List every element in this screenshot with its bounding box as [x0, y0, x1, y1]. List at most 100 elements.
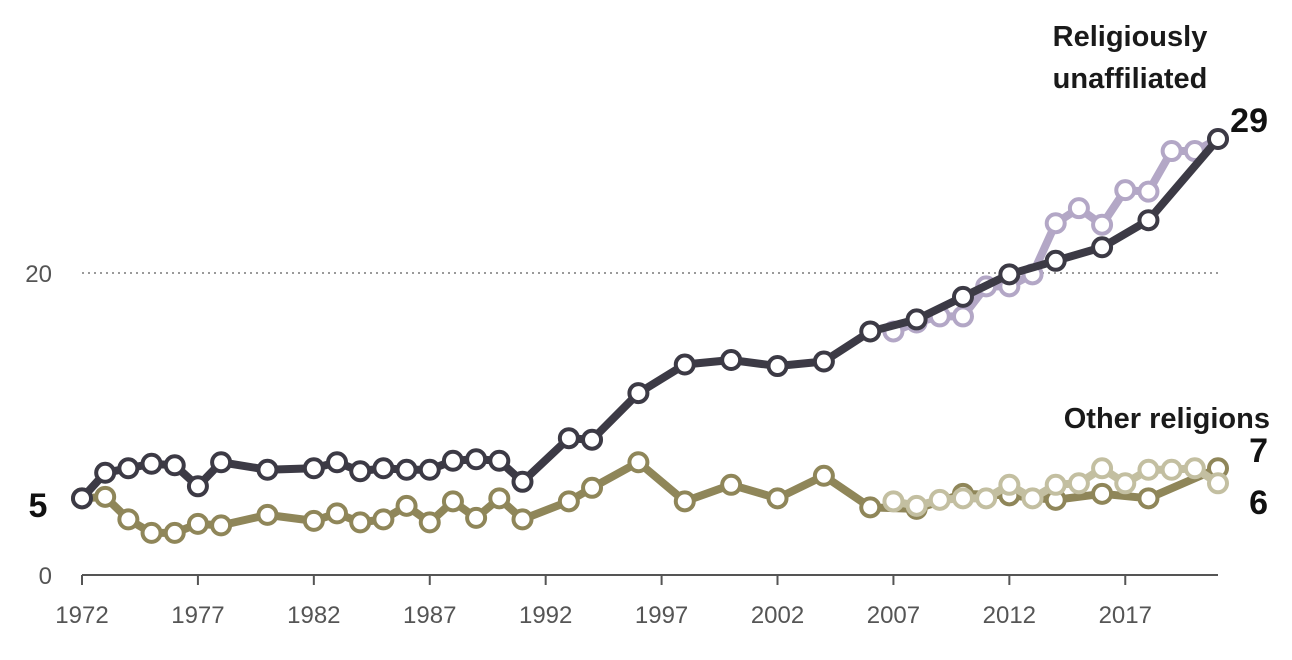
point-other_alt-2008: [905, 494, 928, 517]
point-unaffiliated_alt-2019: [1160, 140, 1183, 163]
point-other-2018: [1137, 487, 1160, 510]
point-other-1973: [94, 485, 117, 508]
y-tick-20: 20: [25, 261, 52, 288]
point-unaffiliated-1984: [349, 460, 372, 483]
x-tick-2017: 2017: [1099, 602, 1152, 629]
point-unaffiliated_alt-2015: [1067, 197, 1090, 220]
point-other_alt-2015: [1067, 472, 1090, 495]
point-other-1982: [302, 509, 325, 532]
point-other_alt-2020: [1183, 457, 1206, 480]
x-tick-1987: 1987: [403, 602, 456, 629]
point-unaffiliated-1998: [673, 353, 696, 376]
point-other-1984: [349, 511, 372, 534]
x-tick-1972: 1972: [55, 602, 108, 629]
point-other_alt-2014: [1044, 473, 1067, 496]
point-other_alt-2009: [928, 488, 951, 511]
point-other_alt-2019: [1160, 458, 1183, 481]
point-unaffiliated-1972: [71, 487, 93, 510]
point-other-2016: [1091, 482, 1114, 505]
point-unaffiliated-2016: [1091, 236, 1114, 259]
x-tick-2002: 2002: [751, 602, 804, 629]
point-unaffiliated-2014: [1044, 249, 1067, 272]
point-unaffiliated-2012: [998, 263, 1021, 286]
point-unaffiliated-1982: [302, 457, 325, 480]
point-other_alt-2010: [951, 487, 974, 510]
point-other-1985: [372, 508, 395, 531]
point-unaffiliated-1991: [511, 470, 534, 493]
label-religiously: Religiously: [1053, 21, 1208, 53]
point-other-2000: [720, 473, 743, 496]
point-other-2002: [766, 487, 789, 510]
series-layer: [71, 128, 1229, 544]
point-unaffiliated-1973: [94, 461, 117, 484]
end-value-other-7: 7: [1249, 432, 1268, 470]
point-other-1977: [186, 512, 209, 535]
point-unaffiliated-1985: [372, 457, 395, 480]
point-other-1998: [673, 490, 696, 513]
point-other-2006: [859, 496, 882, 519]
point-unaffiliated-1980: [256, 458, 279, 481]
y-axis-ticks: 20 0: [25, 261, 52, 590]
grid: [82, 272, 1218, 576]
point-unaffiliated-1976: [163, 454, 186, 477]
series-unaffiliated: [71, 128, 1229, 510]
point-other_alt-2011: [975, 487, 998, 510]
point-unaffiliated-2021: [1207, 128, 1229, 151]
series-labels: Religiously unaffiliated Other religions…: [29, 21, 1270, 525]
point-unaffiliated-2004: [812, 350, 835, 373]
x-tick-2012: 2012: [983, 602, 1036, 629]
point-unaffiliated-1975: [140, 452, 163, 475]
x-axis-ticks: 1972 1977 1982 1987 1992 1997 2002 2007 2012 2017: [55, 575, 1152, 629]
point-other_alt-2018: [1137, 458, 1160, 481]
point-unaffiliated-1993: [557, 427, 580, 450]
point-other-1993: [557, 490, 580, 513]
point-unaffiliated_alt-2017: [1114, 179, 1137, 202]
point-unaffiliated-1986: [395, 458, 418, 481]
point-unaffiliated-1994: [581, 428, 604, 451]
label-other-religions: Other religions: [1064, 403, 1270, 435]
point-other-2004: [812, 464, 835, 487]
x-tick-1997: 1997: [635, 602, 688, 629]
point-unaffiliated-2000: [720, 349, 743, 372]
point-other-1976: [163, 521, 186, 544]
point-other_alt-2013: [1021, 487, 1044, 510]
point-unaffiliated_alt-2018: [1137, 180, 1160, 203]
point-unaffiliated-2006: [859, 320, 882, 343]
point-other_alt-2021: [1207, 472, 1229, 495]
point-other_alt-2017: [1114, 472, 1137, 495]
point-other-1996: [627, 451, 650, 474]
point-unaffiliated-1996: [627, 382, 650, 405]
x-tick-1992: 1992: [519, 602, 572, 629]
point-other-1978: [210, 514, 233, 537]
point-other-1991: [511, 508, 534, 531]
point-unaffiliated-2002: [766, 355, 789, 378]
series-other_alt: [882, 457, 1229, 517]
point-other-1974: [117, 508, 140, 531]
point-unaffiliated-1987: [418, 458, 441, 481]
point-unaffiliated_alt-2010: [951, 305, 974, 328]
point-other-1987: [418, 511, 441, 534]
end-value-unaffiliated: 29: [1230, 102, 1268, 140]
point-other-1990: [488, 487, 511, 510]
point-unaffiliated-1977: [186, 475, 209, 498]
x-tick-1977: 1977: [171, 602, 224, 629]
x-tick-2007: 2007: [867, 602, 920, 629]
point-other-1989: [465, 506, 488, 529]
point-other_alt-2007: [882, 490, 905, 513]
point-unaffiliated-1978: [210, 451, 233, 474]
point-other-1980: [256, 503, 279, 526]
point-unaffiliated-2008: [905, 308, 928, 331]
x-tick-1982: 1982: [287, 602, 340, 629]
label-unaffiliated: unaffiliated: [1053, 63, 1208, 95]
point-other-1983: [326, 502, 349, 525]
point-other_alt-2012: [998, 473, 1021, 496]
point-unaffiliated_alt-2014: [1044, 212, 1067, 235]
point-other-1994: [581, 476, 604, 499]
point-other-1988: [441, 490, 464, 513]
point-unaffiliated-1983: [326, 451, 349, 474]
y-tick-0: 0: [39, 563, 52, 590]
series-line-unaffiliated: [78, 135, 1222, 503]
point-other_alt-2016: [1091, 457, 1114, 480]
point-unaffiliated-2018: [1137, 209, 1160, 232]
